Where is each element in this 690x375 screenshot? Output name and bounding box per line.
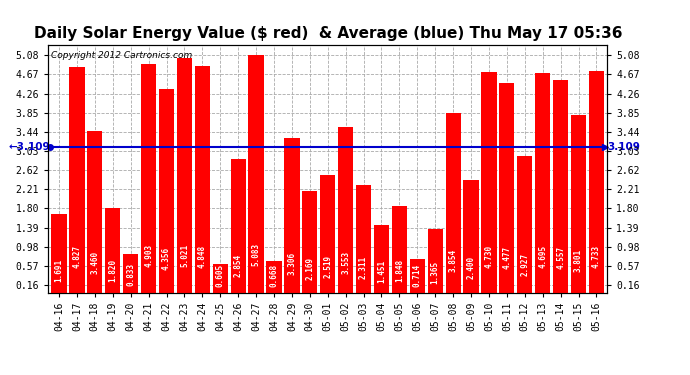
Bar xyxy=(141,63,156,292)
Text: 3.109: 3.109 xyxy=(607,142,640,152)
Text: 4.848: 4.848 xyxy=(198,244,207,267)
Text: 0.833: 0.833 xyxy=(126,263,135,286)
Bar xyxy=(518,156,533,292)
Bar xyxy=(553,80,569,292)
Bar xyxy=(159,89,174,292)
Bar xyxy=(356,184,371,292)
Bar xyxy=(70,67,85,292)
Text: 4.903: 4.903 xyxy=(144,244,153,267)
Bar xyxy=(446,112,461,292)
Title: Daily Solar Energy Value ($ red)  & Average (blue) Thu May 17 05:36: Daily Solar Energy Value ($ red) & Avera… xyxy=(34,26,622,41)
Bar xyxy=(284,138,299,292)
Text: 5.021: 5.021 xyxy=(180,244,189,267)
Text: 3.854: 3.854 xyxy=(448,249,457,272)
Text: 0.668: 0.668 xyxy=(270,264,279,287)
Bar xyxy=(571,115,586,292)
Text: 3.553: 3.553 xyxy=(341,251,350,274)
Text: 5.083: 5.083 xyxy=(252,243,261,266)
Bar xyxy=(428,229,443,292)
Bar xyxy=(195,66,210,292)
Text: 2.854: 2.854 xyxy=(234,254,243,277)
Bar xyxy=(230,159,246,292)
Bar xyxy=(392,206,407,292)
Text: 2.927: 2.927 xyxy=(520,254,529,276)
Text: 4.695: 4.695 xyxy=(538,245,547,268)
Bar xyxy=(500,83,515,292)
Text: 0.605: 0.605 xyxy=(216,264,225,287)
Bar xyxy=(213,264,228,292)
Bar xyxy=(535,73,551,292)
Text: 3.801: 3.801 xyxy=(574,249,583,272)
Bar xyxy=(105,207,120,292)
Text: 4.477: 4.477 xyxy=(502,246,511,269)
Bar xyxy=(482,72,497,292)
Text: 2.169: 2.169 xyxy=(306,257,315,280)
Bar xyxy=(589,72,604,292)
Text: 3.460: 3.460 xyxy=(90,251,99,274)
Text: 0.714: 0.714 xyxy=(413,264,422,287)
Bar xyxy=(338,127,353,292)
Bar xyxy=(177,58,192,292)
Text: 4.730: 4.730 xyxy=(484,245,493,268)
Bar xyxy=(302,191,317,292)
Text: 4.827: 4.827 xyxy=(72,244,81,268)
Text: 4.557: 4.557 xyxy=(556,246,565,269)
Bar xyxy=(410,259,425,292)
Text: 2.400: 2.400 xyxy=(466,256,475,279)
Text: 4.356: 4.356 xyxy=(162,247,171,270)
Text: 1.848: 1.848 xyxy=(395,258,404,282)
Text: 1.365: 1.365 xyxy=(431,261,440,284)
Text: 1.691: 1.691 xyxy=(55,259,63,282)
Text: 3.306: 3.306 xyxy=(288,252,297,275)
Bar xyxy=(464,180,479,292)
Bar xyxy=(374,225,389,292)
Bar xyxy=(266,261,282,292)
Text: Copyright 2012 Cartronics.com: Copyright 2012 Cartronics.com xyxy=(51,51,193,60)
Bar xyxy=(123,254,138,292)
Text: 2.519: 2.519 xyxy=(323,255,333,278)
Text: 4.733: 4.733 xyxy=(592,245,601,268)
Text: 1.820: 1.820 xyxy=(108,258,117,282)
Text: 1.451: 1.451 xyxy=(377,260,386,284)
Text: ←3.109: ←3.109 xyxy=(8,142,50,152)
Bar xyxy=(248,55,264,292)
Bar xyxy=(52,213,67,292)
Bar xyxy=(320,175,335,292)
Bar xyxy=(87,131,103,292)
Text: 2.311: 2.311 xyxy=(359,256,368,279)
